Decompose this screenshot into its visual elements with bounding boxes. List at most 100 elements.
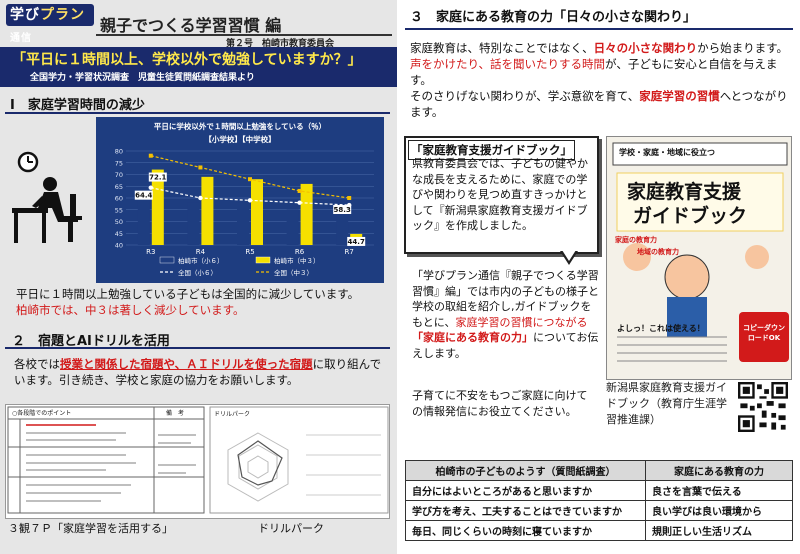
section2-body: 各校では授業と関係した宿題や、ＡＩドリルを使った宿題に取り組んでいます。引き続き…: [14, 356, 386, 388]
callout-tail-inner: [562, 250, 576, 261]
section3-p1-red: 日々の小さな関わり: [593, 41, 698, 55]
comparison-table: 柏崎市の子どものようす（質問紙調査） 家庭にある教育の力 自分にはよいところがあ…: [405, 460, 793, 541]
line-point: [247, 198, 253, 203]
bar-chu3: [151, 169, 164, 245]
worksheet-column: 備 考: [166, 410, 185, 417]
legend-swatch: [159, 256, 175, 264]
masthead-divider: [96, 34, 392, 36]
line-point: [297, 200, 302, 205]
book-footer: よしっ！これは使える！: [617, 324, 705, 333]
table-cell: 規則正しい生活リズム: [645, 520, 793, 541]
guidebook-para-red-1: 家庭学習の習慣につながる: [455, 315, 588, 329]
line-point: [248, 177, 252, 182]
x-tick-label: R5: [245, 248, 254, 256]
section3-p1: 家庭教育は、特別なことではなく、日々の小さな関わりから始まります。: [410, 40, 792, 56]
data-label: 58.3: [334, 206, 351, 214]
book-bubble-1: 家庭の教育力: [615, 236, 657, 244]
guidebook-para-red-2: 「家庭にある教育の力」: [412, 331, 533, 344]
data-label-bg: [134, 190, 153, 200]
qr-code-icon[interactable]: [738, 382, 788, 432]
chart-title: 平日に学校以外で１時間以上勉強をしている（％）: [154, 121, 326, 131]
table-cell: 良さを言葉で伝える: [645, 480, 793, 501]
y-tick-label: 80: [115, 148, 123, 156]
bar-sho6: [137, 187, 150, 245]
section1-rule: [5, 112, 390, 114]
x-tick-label: R6: [295, 248, 305, 256]
line-point: [148, 153, 153, 158]
section3-p3-a: そのさりげない関わりが、学ぶ意欲を育て、: [410, 89, 640, 103]
y-tick-label: 65: [115, 183, 123, 191]
section1-body: 平日に１時間以上勉強している子どもは全国的に減少しています。 柏崎市では、中３は…: [16, 286, 394, 318]
bar-sho6: [187, 202, 200, 245]
book-title-1: 家庭教育支援: [627, 181, 742, 203]
guidebook-caption: 新潟県家庭教育支援ガイドブック（教育庁生涯学習推進課）: [606, 381, 727, 426]
table-cell: 学び方を考え、工夫することはできていますか: [405, 500, 646, 521]
line-point: [347, 196, 352, 200]
table-row: 学び方を考え、工夫することはできていますか 良い学びは良い環境から: [405, 500, 793, 521]
worksheet-and-drill-images: ○各段階でのポイント 備 考 ドリルパーク: [5, 404, 390, 519]
legend-label: 柏崎市（小６）: [178, 256, 224, 265]
data-label-bg: [148, 172, 167, 182]
section2-body-a: 各校では: [14, 357, 60, 371]
section3-rule: [405, 28, 793, 30]
data-label-bg: [333, 204, 352, 214]
section3-p1-a: 家庭教育は、特別なことではなく、: [410, 41, 594, 55]
data-label-bg: [347, 236, 366, 246]
guidebook-paragraph-2: 子育てに不安をもつご家庭に向けての情報発信にお役立てください。: [412, 389, 588, 418]
y-tick-label: 45: [115, 230, 123, 238]
callout-title: 「家庭教育支援ガイドブック」: [408, 140, 575, 160]
section3-p3-red: 家庭学習の習慣: [639, 89, 720, 103]
masthead-title: 親子でつくる学習習慣 編: [100, 16, 282, 35]
student-icon: [12, 177, 82, 243]
guidebook-cover-image: 学校・家庭・地域に役立つ 家庭教育支援 ガイドブック 家庭の教育力 地域の教育力…: [606, 136, 792, 380]
line-point: [148, 185, 153, 190]
data-label: 64.4: [135, 192, 152, 200]
section2-body-red: 授業と関係した宿題や、ＡＩドリルを使った宿題: [60, 357, 313, 371]
section3-p3-b: へとつながります。: [410, 89, 788, 119]
section3-body: 家庭教育は、特別なことではなく、日々の小さな関わりから始まります。 声をかけたり…: [410, 40, 792, 120]
y-tick-label: 60: [115, 195, 123, 203]
section3-p2: 声をかけたり、話を聞いたりする時間が、子どもに安心と自信を与えます。: [410, 56, 792, 88]
section2-body-b: に取り組んでいます。引き続き、学校と家庭の協力をお願いします。: [14, 357, 382, 387]
section3-p2-red: 声をかけたり、話を聞いたりする時間: [410, 57, 606, 71]
line-point: [297, 188, 302, 193]
section3-heading: ３ 家庭にある教育の力「日々の小さな関わり」: [410, 10, 697, 25]
guidebook-para-b: についてお伝えします。: [412, 331, 599, 360]
clock-icon: [17, 151, 39, 173]
book-banner: 学校・家庭・地域に役立つ: [619, 148, 715, 157]
y-tick-label: 55: [115, 206, 123, 214]
section1-body-line2-red: 柏崎市では、中３は著しく減少しています。: [16, 303, 245, 317]
legend-label: 全国（中３）: [274, 268, 313, 277]
line-series: [150, 155, 350, 199]
data-label: 44.7: [348, 238, 365, 246]
guidebook-paragraph: 「学びプラン通信『親子でつくる学習習慣』編」では市内の子どもの様子と学校の取組を…: [412, 268, 600, 361]
section1-heading: Ⅰ 家庭学習時間の減少: [10, 98, 145, 113]
section2-rule: [5, 347, 390, 349]
book-title-2: ガイドブック: [633, 205, 748, 227]
worksheet-header: ○各段階でのポイント: [12, 410, 72, 417]
table-cell: 自分にはよいところがあると思いますか: [405, 480, 646, 501]
bar-sho6: [286, 209, 299, 245]
section1-body-line1: 平日に１時間以上勉強している子どもは全国的に減少しています。: [16, 287, 360, 301]
study-time-chart: 平日に学校以外で１時間以上勉強をしている（％） 【小学校】【中学校】 40 45 5…: [96, 117, 384, 283]
table-header-row: 柏崎市の子どものようす（質問紙調査） 家庭にある教育の力: [405, 460, 793, 481]
logo-part-tsushin: 通信: [10, 33, 32, 44]
book-qr-label: コピーダウンロードOK: [743, 324, 785, 342]
guidebook-cover-graphic: [612, 142, 789, 362]
table-row: 自分にはよいところがあると思いますか 良さを言葉で伝える: [405, 480, 793, 501]
data-label: 72.1: [149, 174, 166, 182]
worksheet-caption: ３観７Ｐ「家庭学習を活用する」: [8, 522, 173, 535]
legend-label: 柏崎市（中３）: [274, 256, 320, 265]
callout-body: 県教育委員会では、子どもの健やかな成長を支えるために、家庭での学びや関わりを見つ…: [412, 157, 588, 232]
drill-caption: ドリルパーク: [258, 522, 324, 535]
table-header-left: 柏崎市の子どものようす（質問紙調査）: [405, 460, 646, 481]
chart-plot-area: 40 45 50 55 60 65 70 75 80 R3 R4 R5 R6 R7 64.4 72.1 58.3…: [115, 148, 374, 277]
chart-subtitle: 【小学校】【中学校】: [204, 134, 275, 144]
worksheet-thumbnail-graphic: [7, 406, 389, 514]
legend-label: 全国（小６）: [178, 268, 217, 277]
bar-chu3: [300, 183, 313, 245]
question-banner: [0, 47, 397, 87]
table-cell: 良い学びは良い環境から: [645, 500, 793, 521]
section3-p2-b: が、子どもに安心と自信を与えます。: [410, 57, 778, 87]
x-tick-label: R7: [345, 248, 354, 256]
